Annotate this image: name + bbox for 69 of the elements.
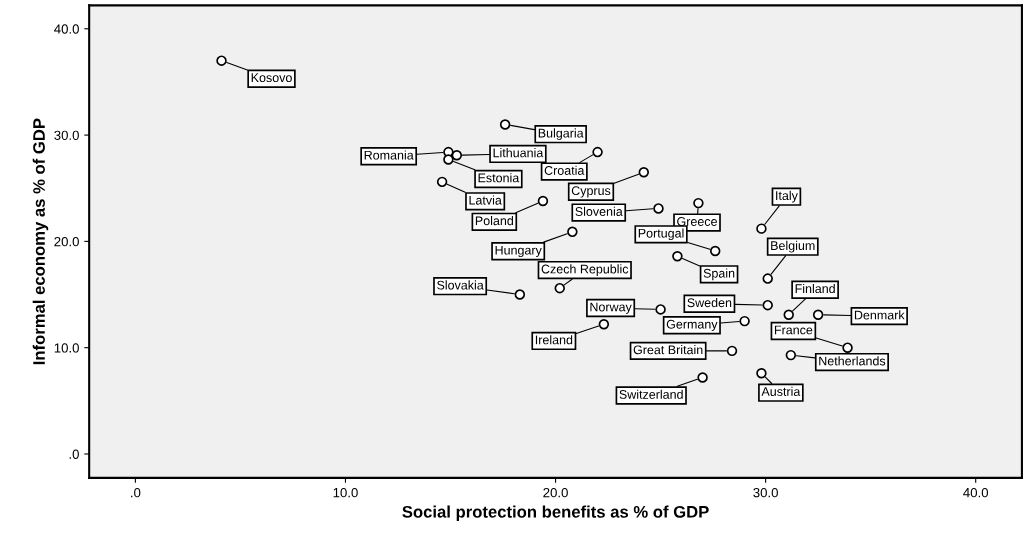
annotation: Portugal [638, 228, 684, 241]
annotation: Finland [795, 283, 835, 294]
annotation: Great Britain [633, 345, 703, 355]
annotation: Croatia [544, 165, 585, 175]
x-axis-title: Social protection benefits as % of GDP [402, 505, 709, 522]
annotation: Romania [364, 150, 414, 160]
point [762, 273, 773, 284]
point [638, 167, 650, 178]
y-tick-label: 20.0 [54, 236, 79, 247]
point [653, 203, 664, 214]
annotation: Norway [590, 302, 632, 314]
annotation: Latvia [469, 195, 502, 205]
point [514, 289, 526, 300]
x-tick-label: .0 [131, 487, 141, 498]
annotation: France [774, 325, 813, 335]
x-tick-label: 40.0 [963, 487, 989, 498]
point [672, 251, 683, 262]
y-tick-label: .0 [69, 449, 79, 459]
y-axis-title: Informal economy as % of GDP [32, 118, 49, 365]
x-tick-label: 30.0 [753, 487, 778, 498]
point [762, 299, 773, 311]
annotation: Germany [666, 319, 718, 332]
point [436, 176, 448, 188]
annotation: Ireland [535, 335, 573, 345]
annotation: Hungary [495, 245, 542, 258]
annotation: Greece [677, 217, 717, 226]
point [567, 226, 578, 238]
point [655, 304, 666, 315]
annotation: Estonia [478, 173, 520, 183]
point [785, 349, 797, 361]
point [592, 146, 603, 158]
point [554, 282, 565, 294]
annotation: Italy [776, 190, 798, 203]
point [842, 342, 853, 353]
x-tick-label: 10.0 [333, 487, 358, 498]
point [709, 245, 721, 257]
point [739, 315, 750, 327]
annotation: Czech Republic [541, 264, 629, 276]
annotation: Belgium [771, 240, 815, 253]
point [783, 309, 794, 320]
annotation: Switzerland [619, 389, 683, 399]
annotation: Lithuania [493, 148, 544, 158]
annotation: Netherlands [819, 356, 886, 366]
annotation: Bulgaria [538, 128, 584, 140]
annotation: Spain [703, 268, 735, 281]
point [451, 150, 463, 161]
y-tick-label: 10.0 [54, 343, 79, 353]
y-tick-label: 30.0 [54, 130, 79, 140]
point [216, 55, 227, 66]
x-tick-label: 20.0 [543, 487, 568, 498]
point [812, 309, 824, 320]
point [756, 223, 767, 234]
annotation: Kosovo [251, 73, 292, 83]
annotation: Sweden [687, 297, 732, 308]
point [693, 197, 704, 209]
annotation: Denmark [854, 310, 905, 320]
point [499, 119, 511, 130]
annotation: Slovakia [437, 280, 484, 290]
y-tick-label: 40.0 [54, 24, 79, 34]
point [697, 372, 708, 383]
point [726, 345, 738, 357]
annotation: Poland [475, 216, 513, 226]
point [537, 195, 549, 207]
point [598, 319, 610, 330]
annotation: Slovenia [575, 206, 623, 216]
point [756, 367, 767, 379]
annotation: Austria [761, 386, 801, 396]
annotation: Cyprus [571, 186, 611, 198]
point [443, 154, 454, 165]
